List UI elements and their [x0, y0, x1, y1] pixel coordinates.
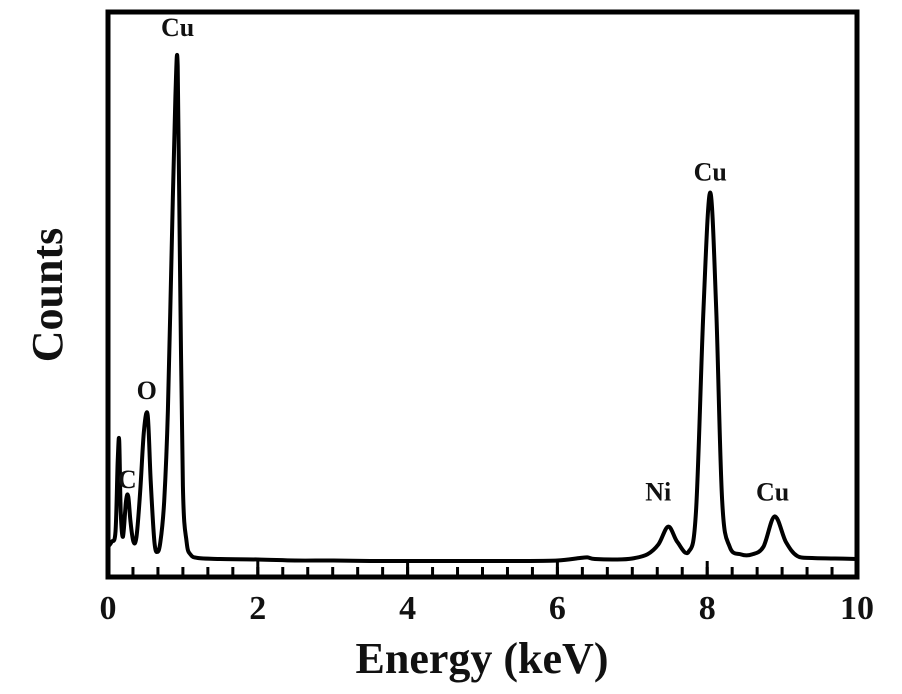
y-axis-title: Counts — [23, 228, 72, 363]
peak-label: Cu — [161, 13, 194, 42]
peak-label: Ni — [645, 478, 671, 507]
x-tick-label: 10 — [840, 590, 874, 627]
x-tick-label: 0 — [100, 590, 117, 627]
peak-label: Cu — [756, 477, 789, 506]
peak-labels: Cu O C Ni Cu Cu — [118, 13, 789, 507]
peak-label: C — [118, 465, 137, 494]
peak-label: O — [137, 376, 157, 405]
x-tick-label: 2 — [249, 590, 266, 627]
spectrum-line — [106, 52, 859, 564]
x-tick-labels: 0 2 4 6 8 10 — [100, 590, 875, 627]
x-tick-label: 4 — [399, 590, 416, 627]
x-axis-title: Energy (keV) — [356, 634, 609, 683]
x-tick-label: 8 — [699, 590, 716, 627]
x-tick-label: 6 — [549, 590, 566, 627]
peak-label: Cu — [694, 158, 727, 187]
plot-frame — [105, 9, 860, 580]
